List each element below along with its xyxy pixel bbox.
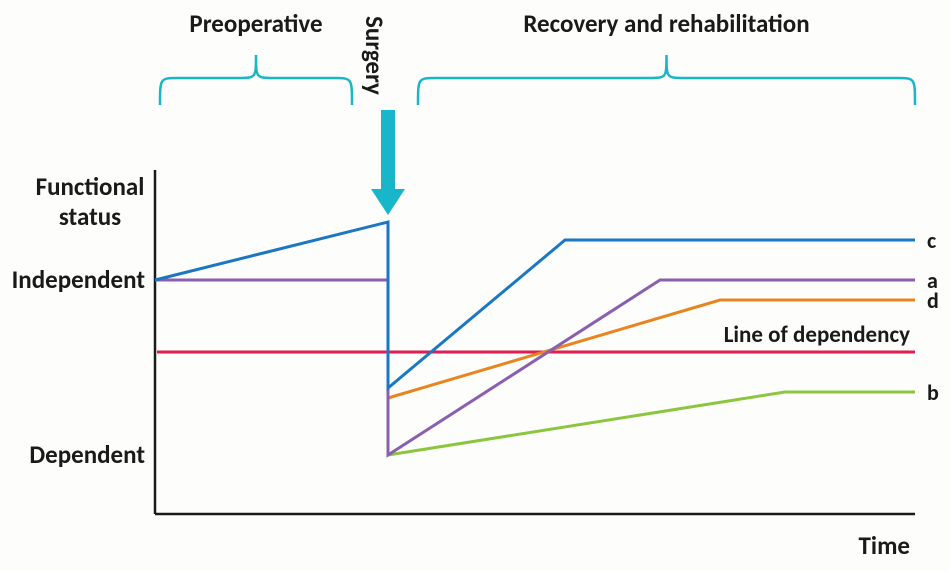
y-axis-title-line2: status	[59, 201, 121, 232]
series-d-label: d	[927, 287, 939, 314]
y-tick-independent: Independent	[12, 264, 146, 295]
label-phase-preoperative: Preoperative	[189, 8, 322, 39]
x-axis-title: Time	[859, 530, 910, 561]
label-phase-surgery: Surgery	[359, 16, 390, 95]
dependency-line-label: Line of dependency	[724, 321, 910, 349]
y-axis-title-line1: Functional	[36, 171, 145, 202]
label-phase-recovery: Recovery and rehabilitation	[523, 8, 809, 39]
figure-svg: Preoperative Recovery and rehabilitation S…	[0, 0, 950, 571]
functional-status-figure: Preoperative Recovery and rehabilitation S…	[0, 0, 950, 571]
series-c-label: c	[927, 227, 936, 254]
series-b-label: b	[927, 379, 939, 406]
y-tick-dependent: Dependent	[29, 439, 145, 470]
